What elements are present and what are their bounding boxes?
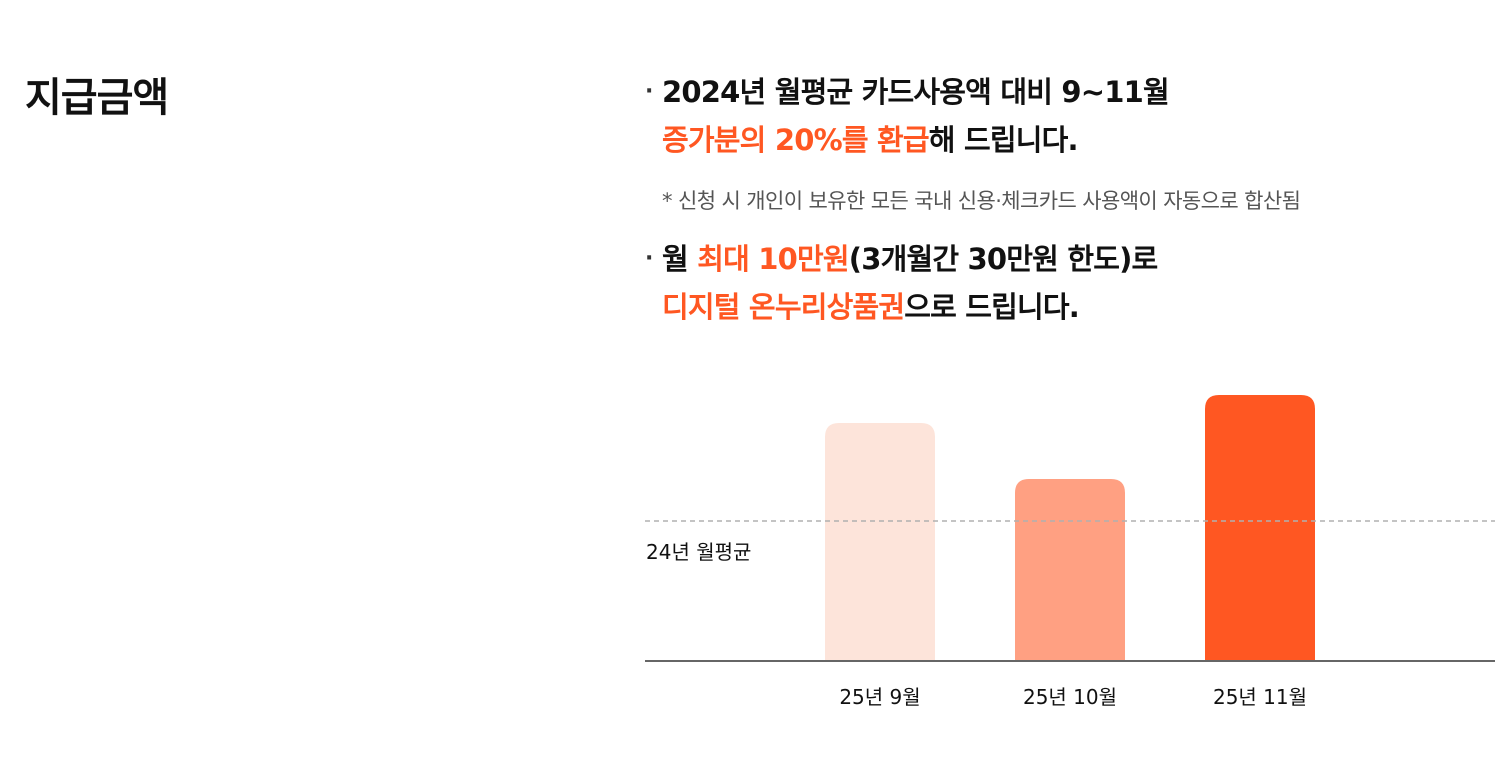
monthly-refund-chart: 25년 9월 25년 10월 25년 11월 24년 월평균 [645,380,1495,730]
refund-line-1: 2024년 월평균 카드사용액 대비 9~11월 [662,75,1170,109]
bar-1 [825,423,935,661]
x-tick-label: 25년 11월 [1213,685,1307,709]
section-title: 지급금액 [25,75,169,121]
refund-line-2-rest: 해 드립니다. [928,123,1079,157]
reference-line-label: 24년 월평균 [646,540,751,564]
refund-highlight: 증가분의 20%를 환급 [662,123,930,157]
bullet-dot-icon: · [645,246,653,271]
voucher-max-highlight: 최대 10만원 [697,242,849,276]
bullet-voucher: · 월 최대 10만원(3개월간 30만원 한도)로 디지털 온누리상품권으로 … [645,235,1505,331]
voucher-line-1-prefix: 월 [662,242,698,276]
card-total-note: * 신청 시 개인이 보유한 모든 국내 신용·체크카드 사용액이 자동으로 합… [662,189,1301,213]
voucher-line-1-rest: (3개월간 30만원 한도)로 [848,242,1158,276]
bullet-refund: · 2024년 월평균 카드사용액 대비 9~11월 증가분의 20%를 환급해… [645,68,1505,164]
voucher-type-highlight: 디지털 온누리상품권 [662,290,905,324]
chart-svg: 25년 9월 25년 10월 25년 11월 24년 월평균 [645,395,1495,709]
voucher-line-2-rest: 으로 드립니다. [904,290,1080,324]
bullet-dot-icon: · [645,79,653,104]
bar-2 [1015,479,1125,661]
x-tick-label: 25년 10월 [1023,685,1117,709]
benefit-description: · 2024년 월평균 카드사용액 대비 9~11월 증가분의 20%를 환급해… [645,68,1505,331]
bar-3 [1205,395,1315,661]
x-tick-label: 25년 9월 [839,685,920,709]
